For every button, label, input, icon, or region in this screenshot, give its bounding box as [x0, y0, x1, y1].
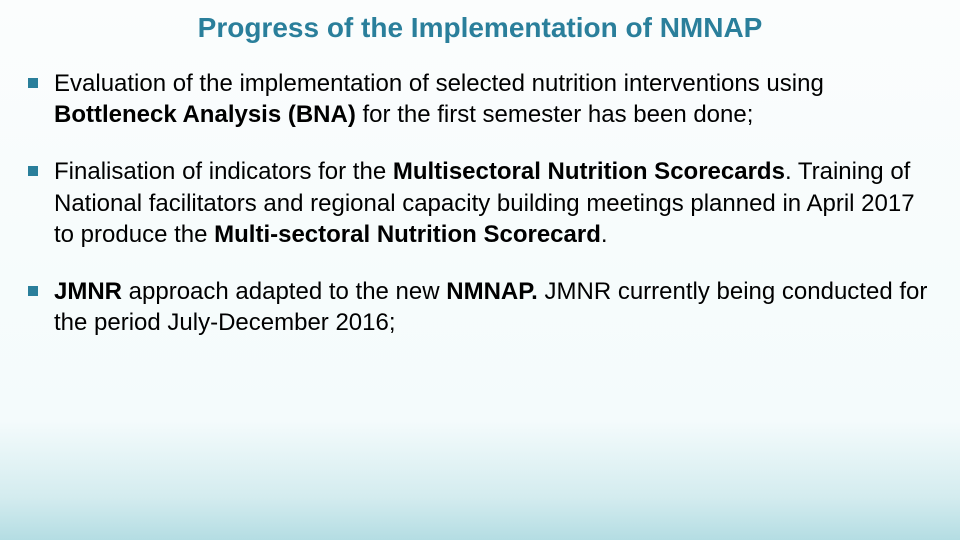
text-run: Multi-sectoral Nutrition Scorecard — [214, 221, 601, 248]
bullet-marker-icon — [28, 286, 38, 296]
bullet-text: Evaluation of the implementation of sele… — [54, 68, 932, 130]
text-run: NMNAP. — [446, 278, 544, 305]
bullet-item: JMNR approach adapted to the new NMNAP. … — [28, 276, 932, 338]
slide-title: Progress of the Implementation of NMNAP — [0, 12, 960, 44]
bullet-text: Finalisation of indicators for the Multi… — [54, 156, 932, 250]
text-run: for the first semester has been done; — [363, 101, 754, 128]
bullet-text: JMNR approach adapted to the new NMNAP. … — [54, 276, 932, 338]
text-run: Evaluation of the implementation of sele… — [54, 70, 824, 97]
text-run: Finalisation of indicators for the — [54, 158, 393, 185]
text-run: JMNR — [54, 278, 129, 305]
bullet-item: Finalisation of indicators for the Multi… — [28, 156, 932, 250]
text-run: Bottleneck Analysis (BNA) — [54, 101, 363, 128]
bullet-marker-icon — [28, 166, 38, 176]
slide: Progress of the Implementation of NMNAP … — [0, 0, 960, 540]
text-run: . — [601, 221, 608, 248]
text-run: Multisectoral Nutrition Scorecards — [393, 158, 785, 185]
text-run: approach adapted to the new — [129, 278, 447, 305]
slide-content: Evaluation of the implementation of sele… — [28, 68, 932, 364]
bullet-marker-icon — [28, 78, 38, 88]
bullet-item: Evaluation of the implementation of sele… — [28, 68, 932, 130]
